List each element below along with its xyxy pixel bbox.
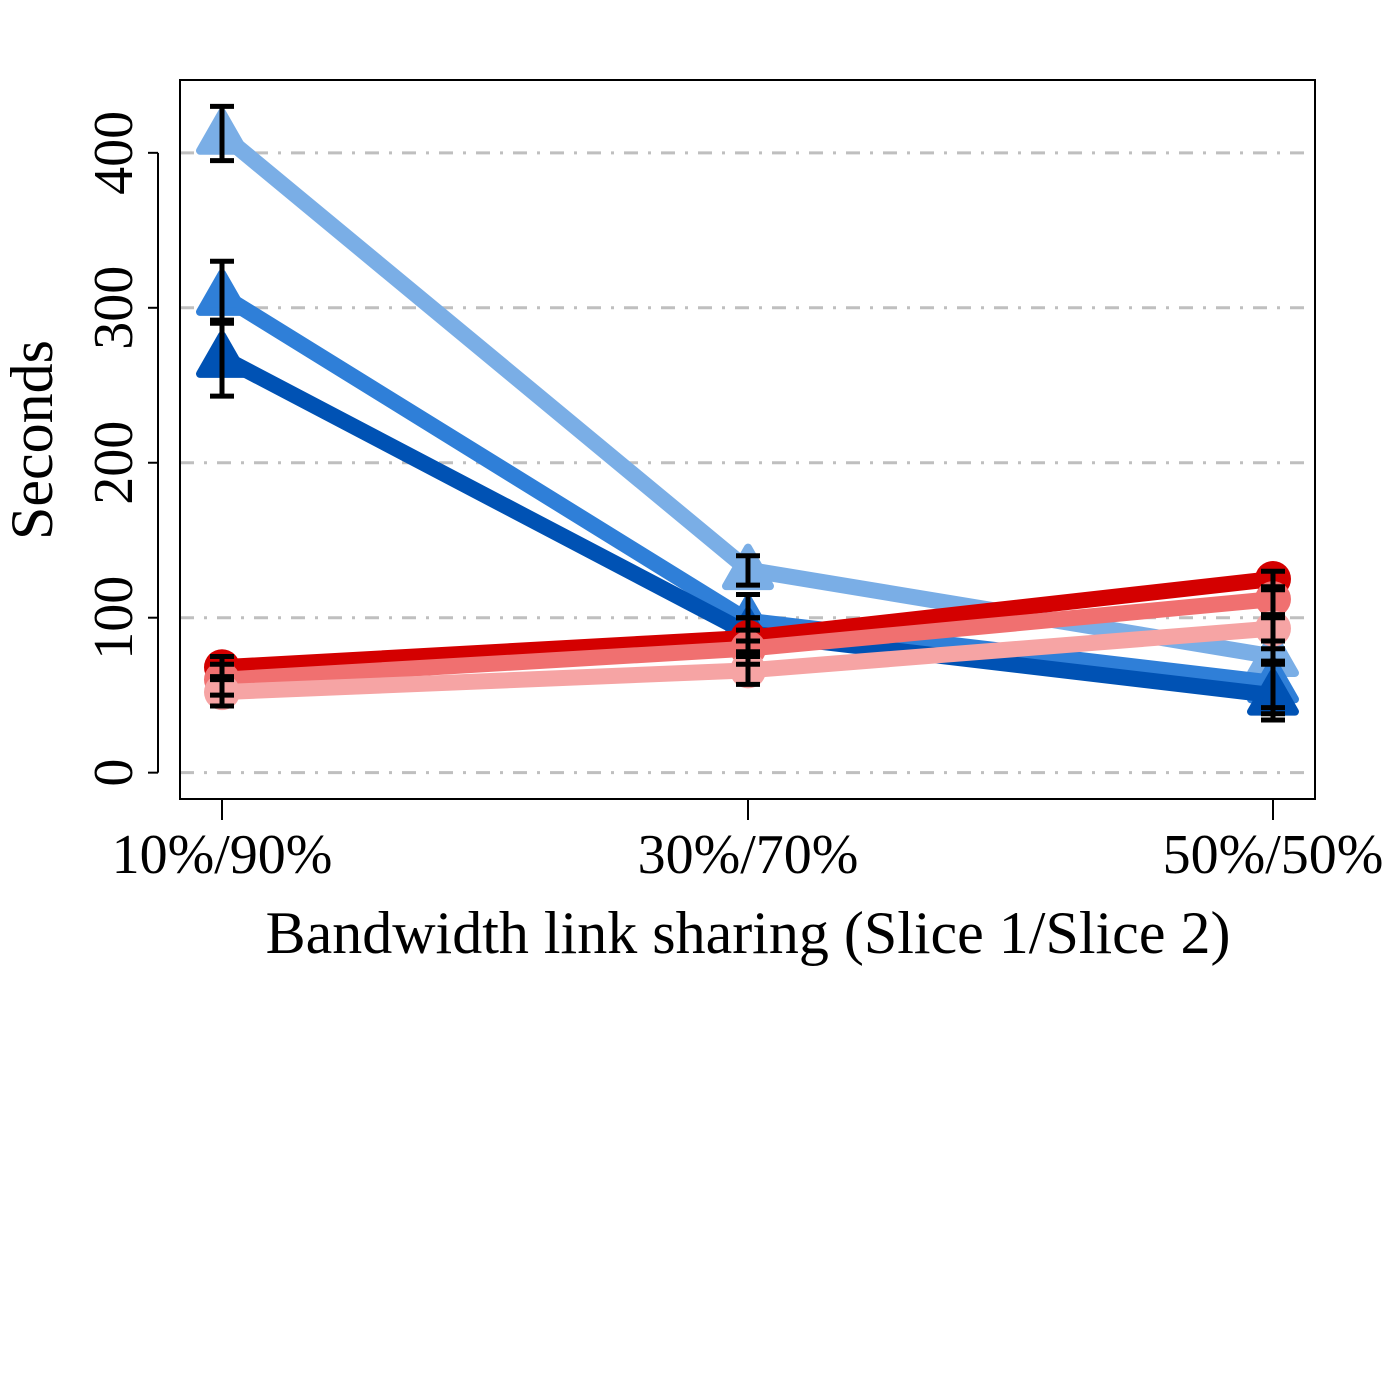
x-tick-label-1: 30%/70% — [638, 824, 859, 886]
y-axis-label: Seconds — [0, 340, 65, 540]
error-bars — [210, 103, 1285, 723]
x-axis: 10%/90% 30%/70% 50%/50% — [112, 798, 1384, 886]
error-bar-5-1 — [736, 653, 760, 687]
y-tick-label-4: 400 — [83, 111, 145, 195]
error-bar-0-0 — [210, 103, 234, 164]
x-tick-label-2: 50%/50% — [1163, 824, 1384, 886]
y-tick-label-2: 200 — [83, 421, 145, 505]
y-axis: 0 100 200 300 400 — [83, 111, 159, 787]
error-bar-5-0 — [210, 674, 234, 709]
y-tick-label-3: 300 — [83, 266, 145, 350]
y-tick-label-1: 100 — [83, 576, 145, 660]
y-tick-label-0: 0 — [83, 759, 145, 787]
error-bar-5-2 — [1261, 587, 1285, 667]
x-tick-label-0: 10%/90% — [112, 824, 333, 886]
error-bar-0-1 — [736, 553, 760, 588]
x-axis-label: Bandwidth link sharing (Slice 1/Slice 2) — [266, 900, 1231, 966]
error-bar-2-0 — [210, 317, 234, 399]
